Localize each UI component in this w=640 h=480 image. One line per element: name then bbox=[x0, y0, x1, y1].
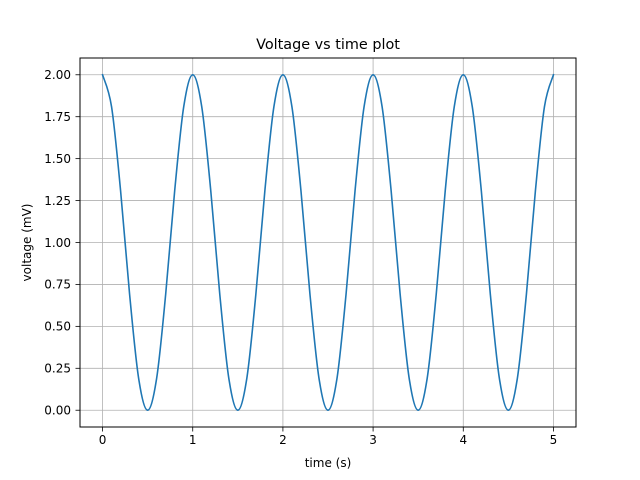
x-tick-label: 3 bbox=[369, 433, 377, 447]
y-tick-label: 0.25 bbox=[44, 362, 71, 376]
x-tick-label: 2 bbox=[279, 433, 287, 447]
series-line bbox=[101, 73, 555, 412]
x-tick-label: 4 bbox=[459, 433, 467, 447]
y-tick-label: 1.50 bbox=[44, 152, 71, 166]
y-tick-label: 0.75 bbox=[44, 278, 71, 292]
x-axis-label: time (s) bbox=[305, 456, 352, 470]
y-tick-label: 0.00 bbox=[44, 404, 71, 418]
y-tick-label: 1.00 bbox=[44, 236, 71, 250]
chart-title: Voltage vs time plot bbox=[256, 37, 400, 53]
x-tick-label: 1 bbox=[189, 433, 197, 447]
grid bbox=[80, 58, 576, 427]
y-tick-label: 0.50 bbox=[44, 320, 71, 334]
y-tick-label: 1.25 bbox=[44, 194, 71, 208]
x-tick-label: 0 bbox=[99, 433, 107, 447]
y-tick-label: 2.00 bbox=[44, 68, 71, 82]
plot-series bbox=[101, 73, 555, 412]
y-tick-label: 1.75 bbox=[44, 110, 71, 124]
x-tick-label: 5 bbox=[550, 433, 558, 447]
y-axis-ticks: 0.00 0.25 0.50 0.75 1.00 1.25 1.50 1.75 2.00 bbox=[44, 68, 80, 418]
y-axis-label: voltage (mV) bbox=[20, 204, 34, 282]
x-axis-ticks: 0 1 2 3 4 5 bbox=[99, 427, 558, 447]
